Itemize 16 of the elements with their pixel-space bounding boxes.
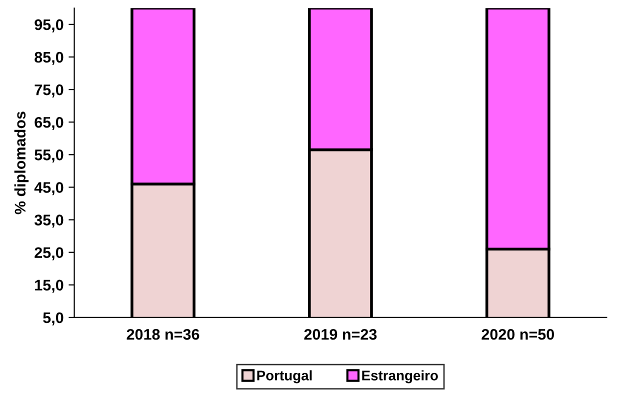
y-tick-label: 5,0 <box>43 312 64 326</box>
y-tick-label: 45,0 <box>34 182 64 196</box>
x-tick-label: 2020 n=50 <box>482 328 554 340</box>
legend-label: Estrangeiro <box>362 370 438 384</box>
y-tick-label: 75,0 <box>34 84 64 98</box>
y-tick-label: 65,0 <box>34 116 64 130</box>
y-tick-label: 85,0 <box>34 52 64 65</box>
y-tick-label: 55,0 <box>34 150 64 163</box>
x-tick-label: 2019 n=23 <box>304 328 377 340</box>
y-tick-label: 15,0 <box>35 280 64 293</box>
legend-label: Portugal <box>257 370 312 384</box>
y-tick-label: 95,0 <box>34 19 64 32</box>
y-tick-label: 35,0 <box>34 214 64 228</box>
y-tick-label: 25,0 <box>34 247 64 260</box>
x-tick-label: 2018 n=36 <box>126 328 200 340</box>
y-axis-title: % diplomados <box>14 112 29 214</box>
